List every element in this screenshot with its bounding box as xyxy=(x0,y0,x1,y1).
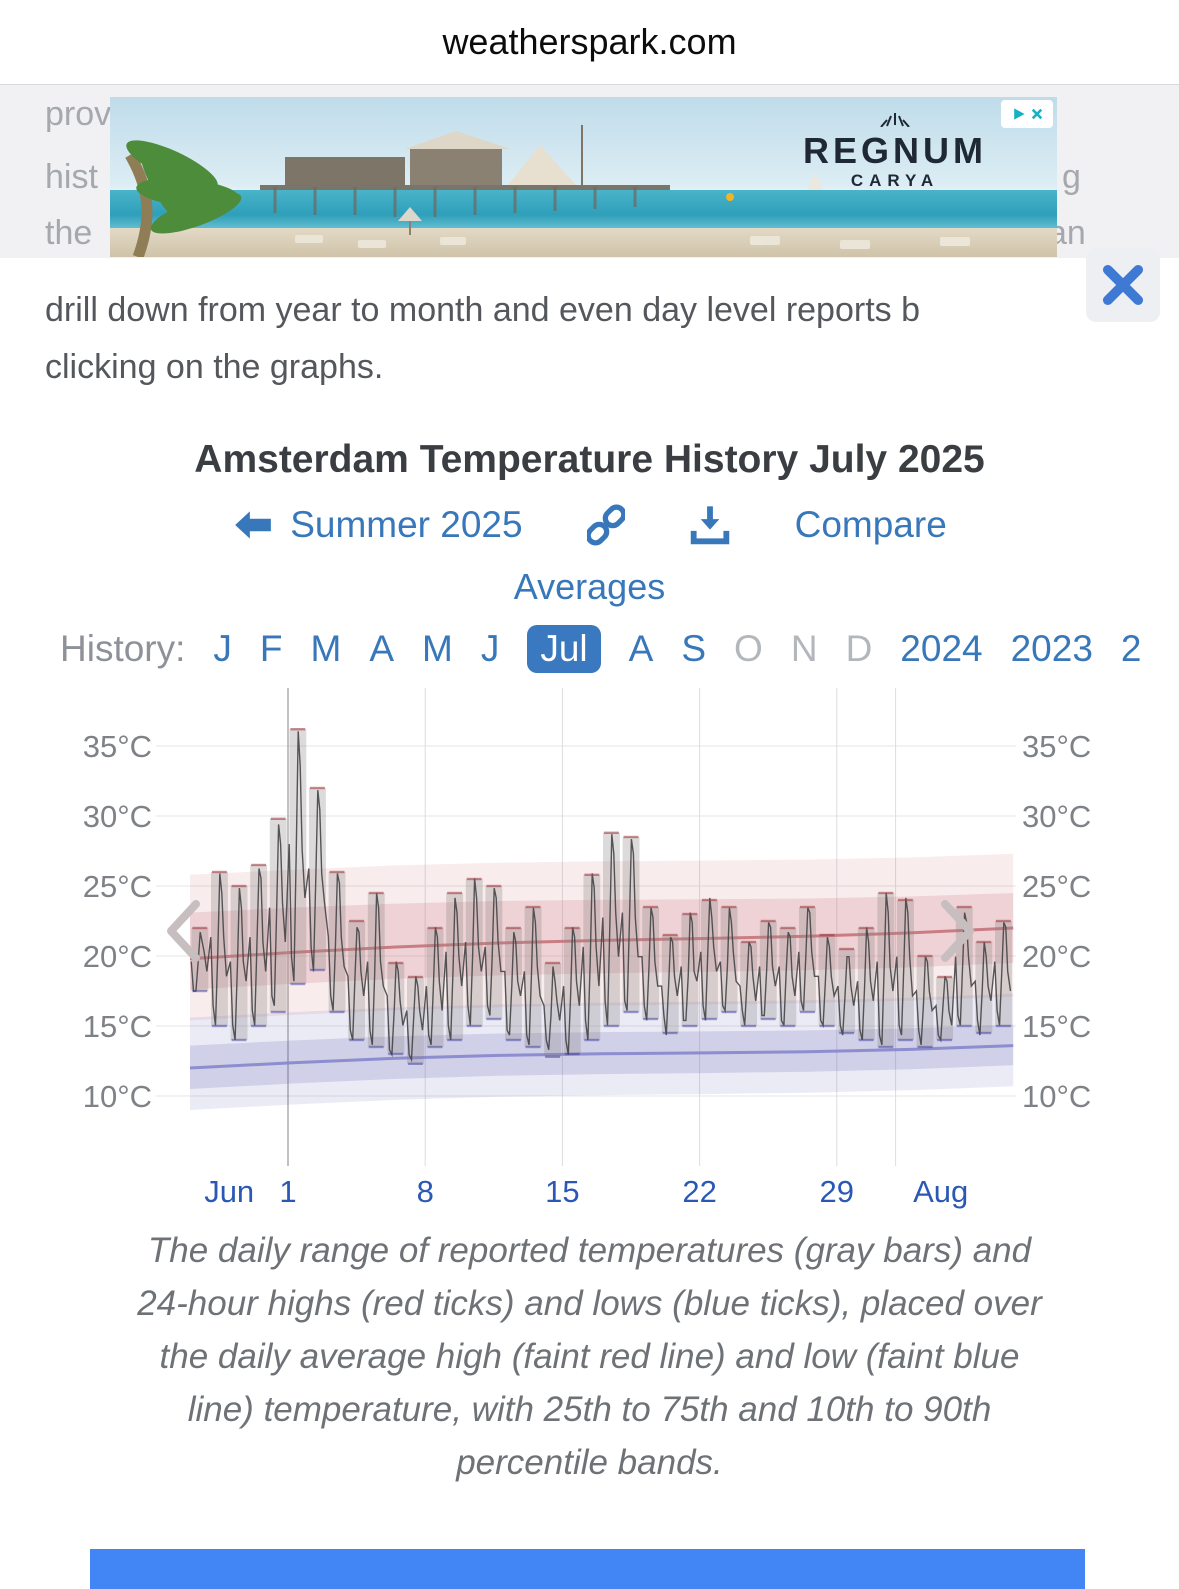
y-axis-label-left-20: 20°C xyxy=(82,939,152,974)
back-arrow-icon xyxy=(235,511,272,539)
browser-header: weatherspark.com xyxy=(0,0,1179,85)
ad-brand-subname: CARYA xyxy=(850,170,940,190)
history-month-A-3[interactable]: A xyxy=(369,628,395,669)
history-month-M-4[interactable]: M xyxy=(422,628,453,669)
y-axis-label-left-25: 25°C xyxy=(82,869,152,904)
history-month-A-7[interactable]: A xyxy=(628,628,654,669)
history-month-J-0[interactable]: J xyxy=(213,628,232,669)
chart-canvas xyxy=(156,688,1016,1166)
compare-link[interactable]: Compare xyxy=(794,504,947,545)
ad-sea xyxy=(110,189,1057,232)
intro-text: drill down from year to month and even d… xyxy=(45,282,1075,396)
occluded-text-fragment: hist xyxy=(45,158,98,196)
averages-row: Averages xyxy=(0,566,1179,608)
ad-brand-mark-icon xyxy=(880,113,910,128)
bottom-banner xyxy=(90,1549,1085,1589)
history-month-N-10: N xyxy=(790,628,818,669)
ad-banner[interactable]: REGNUM CARYA xyxy=(110,97,1057,257)
x-axis-label-29[interactable]: 29 xyxy=(819,1174,855,1209)
x-axis-label-22[interactable]: 22 xyxy=(682,1174,717,1209)
history-year-2024[interactable]: 2024 xyxy=(900,628,983,669)
close-ad-button[interactable] xyxy=(1086,248,1160,322)
occluded-text-fragment: prov xyxy=(45,95,112,133)
history-year-2023[interactable]: 2023 xyxy=(1010,628,1093,669)
y-axis-label-left-10: 10°C xyxy=(82,1079,152,1114)
occluded-text-fragment: the xyxy=(45,214,93,252)
intro-line-2: clicking on the graphs. xyxy=(45,348,384,386)
history-month-D-11: D xyxy=(845,628,873,669)
y-axis-label-left-30: 30°C xyxy=(82,799,152,834)
x-axis-label-Aug[interactable]: Aug xyxy=(913,1174,969,1209)
scroll-right-chevron[interactable] xyxy=(941,900,974,962)
history-month-S-8[interactable]: S xyxy=(681,628,707,669)
adchoices-icon[interactable] xyxy=(1001,100,1053,128)
averages-link[interactable]: Averages xyxy=(513,566,666,607)
y-axis-label-right-10: 10°C xyxy=(1022,1079,1092,1114)
temperature-chart[interactable]: 35°C 35°C 30°C 30°C 25°C 25°C 20°C 20°C 15°C 15°C… xyxy=(0,688,1179,1209)
download-icon xyxy=(690,506,729,545)
y-axis-label-left-35: 35°C xyxy=(82,729,152,764)
close-icon xyxy=(1102,264,1144,306)
page-title: Amsterdam Temperature History July 2025 xyxy=(194,438,985,481)
y-axis-label-right-30: 30°C xyxy=(1022,799,1092,834)
history-label: History: xyxy=(60,628,186,669)
x-axis-label-8[interactable]: 8 xyxy=(416,1174,434,1209)
scroll-left-chevron[interactable] xyxy=(167,900,200,962)
history-month-F-1[interactable]: F xyxy=(259,628,283,669)
y-axis-label-right-20: 20°C xyxy=(1022,939,1092,974)
y-axis-label-right-35: 35°C xyxy=(1022,729,1092,764)
history-month-O-9: O xyxy=(734,628,763,669)
intro-line-1: drill down from year to month and even d… xyxy=(45,291,921,329)
ad-beach xyxy=(110,228,1057,257)
occluded-text-fragment: g xyxy=(1062,158,1081,196)
share-link-button[interactable] xyxy=(586,501,625,549)
history-nav: History: J F M A M J Jul A S O N D 2024 2023 2 xyxy=(0,620,1179,678)
x-axis-label-15[interactable]: 15 xyxy=(545,1174,580,1209)
y-axis-label-right-15: 15°C xyxy=(1022,1009,1092,1044)
history-month-J-5[interactable]: J xyxy=(480,628,500,669)
y-axis-label-right-25: 25°C xyxy=(1022,869,1092,904)
x-axis-label-Jun[interactable]: Jun xyxy=(204,1174,255,1209)
history-year-2[interactable]: 2 xyxy=(1120,628,1142,669)
ad-beach-scene xyxy=(125,125,970,257)
chart-nav: Summer 2025 Compare xyxy=(0,501,1179,549)
ad-brand-name: REGNUM xyxy=(803,129,987,171)
prev-period-label: Summer 2025 xyxy=(290,504,523,545)
prev-period-link[interactable]: Summer 2025 xyxy=(232,504,523,546)
history-month-Jul-6[interactable]: Jul xyxy=(527,625,601,673)
ad-brand-logo: REGNUM CARYA xyxy=(803,111,987,189)
x-axis-label-1[interactable]: 1 xyxy=(279,1174,297,1209)
y-axis-label-left-15: 15°C xyxy=(82,1009,152,1044)
site-title: weatherspark.com xyxy=(442,21,737,62)
download-button[interactable] xyxy=(689,504,731,546)
chart-caption: The daily range of reported temperatures… xyxy=(137,1231,1042,1482)
history-month-M-2[interactable]: M xyxy=(310,628,342,669)
link-icon xyxy=(586,504,625,546)
ad-strip: prov hist the g an xyxy=(0,85,1179,258)
